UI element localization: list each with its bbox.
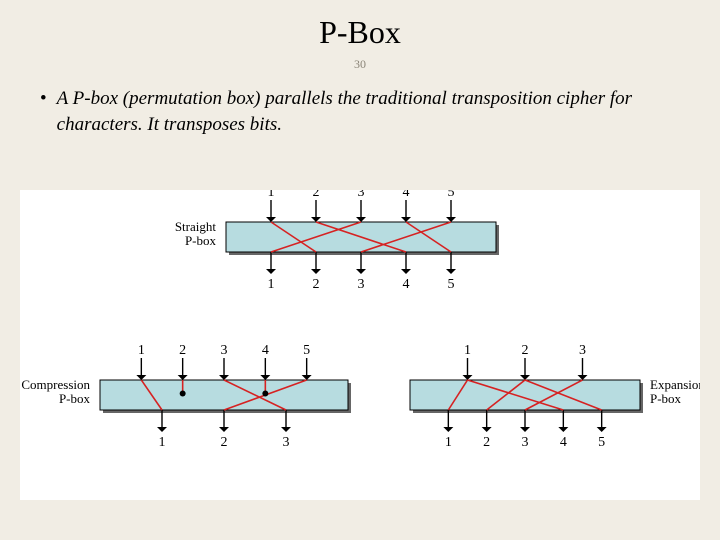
svg-text:2: 2 [179,343,186,358]
svg-text:2: 2 [221,435,228,450]
svg-text:Expansion: Expansion [650,377,700,392]
svg-text:5: 5 [448,277,455,292]
bullet-item: • A P-box (permutation box) parallels th… [40,86,680,137]
svg-text:Straight: Straight [175,219,217,234]
svg-text:P-box: P-box [185,233,217,248]
svg-text:P-box: P-box [650,391,682,406]
svg-text:2: 2 [313,277,320,292]
bullet-marker: • [40,86,47,112]
slide-title: P-Box [0,0,720,51]
svg-text:2: 2 [313,190,320,200]
svg-text:3: 3 [283,435,290,450]
pbox-diagram: 1234512345StraightP-box12345123Compressi… [20,190,700,500]
svg-text:3: 3 [358,190,365,200]
page-number: 30 [0,57,720,72]
svg-text:1: 1 [268,190,275,200]
svg-text:P-box: P-box [59,391,91,406]
svg-text:3: 3 [221,343,228,358]
svg-text:4: 4 [560,435,567,450]
svg-text:1: 1 [268,277,275,292]
svg-text:5: 5 [303,343,310,358]
svg-text:1: 1 [445,435,452,450]
svg-text:3: 3 [522,435,529,450]
svg-text:1: 1 [464,343,471,358]
svg-text:4: 4 [403,190,410,200]
slide: P-Box 30 • A P-box (permutation box) par… [0,0,720,540]
svg-text:1: 1 [138,343,145,358]
svg-text:5: 5 [598,435,605,450]
svg-text:Compression: Compression [21,377,90,392]
svg-text:3: 3 [579,343,586,358]
bullet-text: A P-box (permutation box) parallels the … [57,86,680,137]
svg-text:5: 5 [448,190,455,200]
svg-text:2: 2 [522,343,529,358]
bullet-area: • A P-box (permutation box) parallels th… [0,72,720,137]
svg-text:1: 1 [159,435,166,450]
figure-panel: 1234512345StraightP-box12345123Compressi… [20,190,700,500]
svg-text:3: 3 [358,277,365,292]
svg-text:4: 4 [262,343,269,358]
svg-text:4: 4 [403,277,410,292]
svg-text:2: 2 [483,435,490,450]
